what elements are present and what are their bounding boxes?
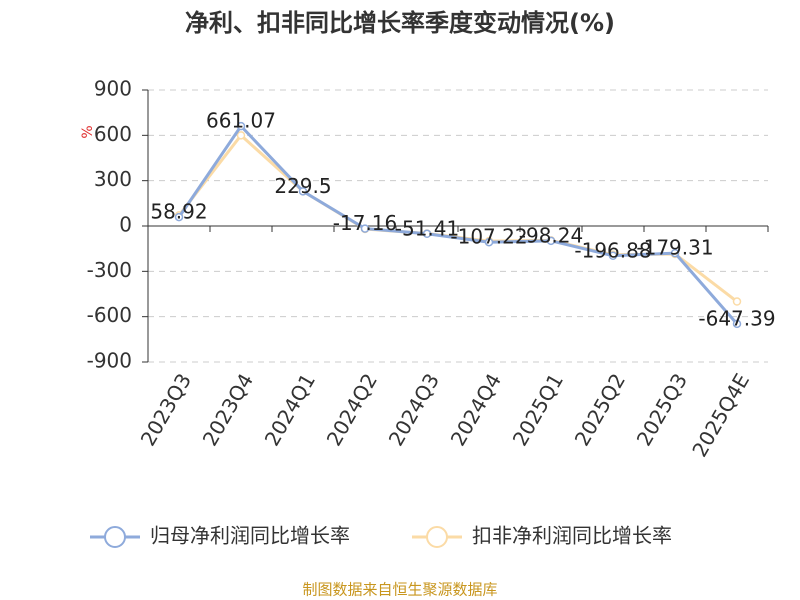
x-tick-label: 2024Q3 bbox=[384, 369, 444, 450]
y-axis-label: % bbox=[80, 125, 96, 138]
point bbox=[360, 224, 370, 233]
data-label: -17.16 bbox=[333, 211, 397, 235]
x-tick-label: 2023Q4 bbox=[198, 369, 258, 450]
data-label: -647.39 bbox=[698, 306, 775, 330]
x-tick-label: 2024Q4 bbox=[446, 369, 506, 450]
y-tick-label: 600 bbox=[94, 122, 132, 146]
data-label: 58.92 bbox=[150, 200, 207, 224]
y-tick-label: 0 bbox=[119, 213, 132, 237]
data-label: 661.07 bbox=[206, 109, 276, 133]
x-tick-label: 2024Q2 bbox=[322, 369, 382, 450]
y-tick-label: 900 bbox=[94, 77, 132, 101]
x-tick-label: 2023Q3 bbox=[136, 369, 196, 450]
legend-marker bbox=[104, 526, 126, 548]
data-label: -98.24 bbox=[519, 223, 583, 247]
legend-label: 扣非净利润同比增长率 bbox=[472, 524, 672, 548]
point bbox=[546, 236, 556, 246]
legend-marker bbox=[426, 526, 448, 548]
point bbox=[422, 229, 432, 239]
point bbox=[174, 212, 184, 222]
point bbox=[608, 251, 618, 261]
data-label: -107.22 bbox=[450, 225, 527, 249]
series-line bbox=[177, 123, 739, 325]
x-tick-label: 2025Q3 bbox=[632, 369, 692, 450]
point bbox=[732, 297, 742, 306]
point bbox=[298, 187, 308, 196]
x-tick-label: 2025Q2 bbox=[570, 369, 630, 450]
x-tick-label: 2025Q4E bbox=[687, 369, 754, 461]
point bbox=[670, 248, 680, 258]
y-tick-label: 300 bbox=[94, 167, 132, 191]
point bbox=[236, 131, 246, 140]
data-label: -196.88 bbox=[574, 238, 651, 262]
source-note: 制图数据来自恒生聚源数据库 bbox=[302, 581, 497, 599]
y-tick-label: -600 bbox=[87, 303, 132, 327]
point bbox=[484, 237, 494, 247]
point bbox=[732, 319, 742, 329]
data-label: -51.41 bbox=[395, 216, 459, 240]
data-label: 229.5 bbox=[274, 174, 331, 198]
legend-label: 归母净利润同比增长率 bbox=[150, 524, 350, 548]
chart-title: 净利、扣非同比增长率季度变动情况(%) bbox=[185, 9, 615, 37]
x-tick-label: 2024Q1 bbox=[260, 369, 320, 450]
data-label: -179.31 bbox=[636, 236, 713, 260]
point bbox=[236, 121, 246, 131]
y-tick-label: -300 bbox=[87, 258, 132, 282]
y-tick-label: -900 bbox=[87, 349, 132, 373]
x-tick-label: 2025Q1 bbox=[508, 369, 568, 450]
